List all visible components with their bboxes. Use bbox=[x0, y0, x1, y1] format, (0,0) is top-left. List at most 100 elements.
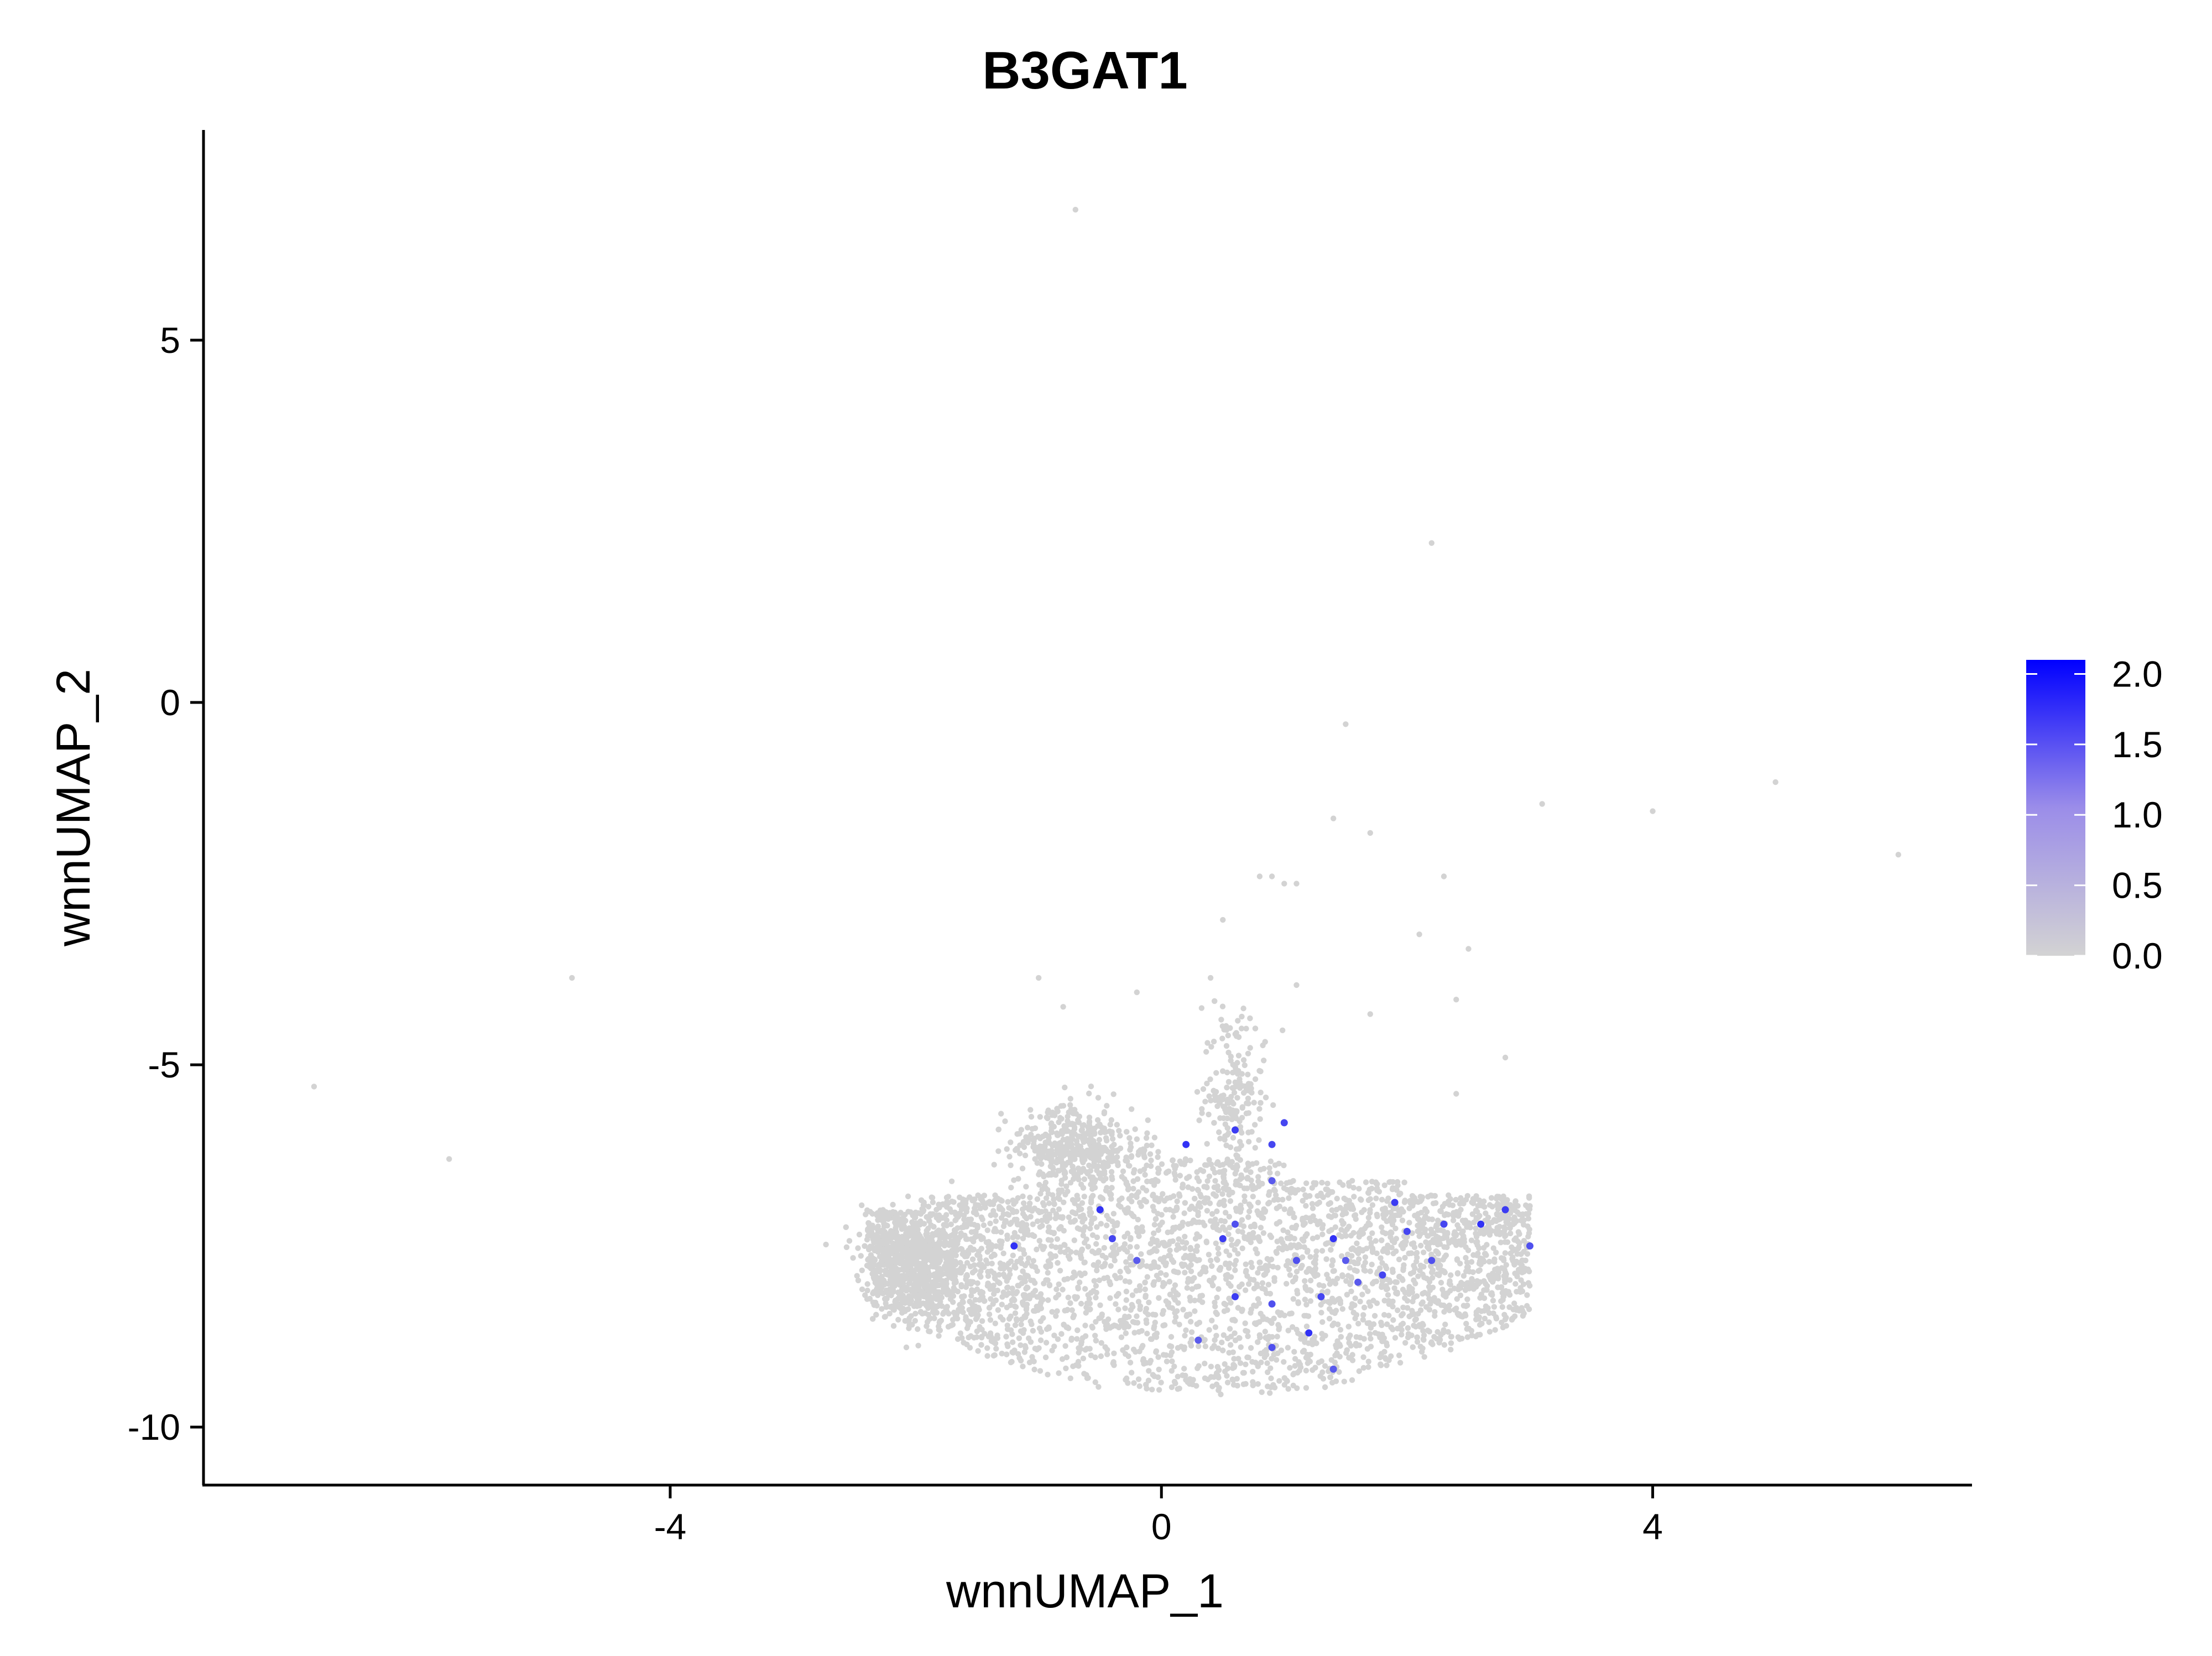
cell-point bbox=[1155, 1354, 1161, 1360]
cell-point bbox=[946, 1310, 952, 1317]
cell-point bbox=[1123, 1265, 1130, 1271]
cell-point bbox=[1232, 1247, 1238, 1253]
cell-point bbox=[1129, 1192, 1135, 1199]
cell-point bbox=[1224, 1379, 1231, 1386]
cell-point bbox=[1260, 1215, 1266, 1221]
cell-point bbox=[987, 1220, 993, 1227]
cell-point bbox=[1159, 1212, 1165, 1218]
cell-point bbox=[1101, 1244, 1108, 1251]
cell-point bbox=[1018, 1357, 1024, 1364]
cell-point bbox=[1168, 1384, 1175, 1391]
cell-point bbox=[1503, 1219, 1509, 1225]
cell-point bbox=[1250, 1230, 1256, 1236]
cell-point bbox=[1207, 1218, 1214, 1224]
cell-point bbox=[974, 1233, 980, 1240]
cell-point bbox=[1325, 1275, 1332, 1282]
cell-point bbox=[1155, 1149, 1161, 1155]
cell-point bbox=[1367, 1303, 1374, 1309]
cell-point bbox=[1333, 1345, 1339, 1351]
cell-point bbox=[994, 1287, 1001, 1294]
cell-point bbox=[1192, 1218, 1198, 1225]
cell-point bbox=[1412, 1265, 1418, 1272]
cell-point bbox=[1486, 1202, 1493, 1208]
cell-point bbox=[1314, 1221, 1321, 1227]
cell-point bbox=[1399, 1275, 1405, 1282]
cell-point bbox=[915, 1231, 922, 1237]
cell-point bbox=[1233, 1115, 1239, 1122]
cell-point bbox=[1239, 1229, 1245, 1235]
cell-point bbox=[969, 1305, 975, 1311]
cell-point bbox=[984, 1261, 990, 1267]
cell-point bbox=[1343, 1278, 1349, 1284]
cell-point bbox=[1329, 1309, 1335, 1315]
cell-point bbox=[1390, 1185, 1396, 1191]
cell-point bbox=[1098, 1221, 1104, 1227]
cell-point bbox=[1481, 1230, 1488, 1236]
cell-point bbox=[1378, 1351, 1385, 1357]
cell-point bbox=[1267, 1170, 1273, 1176]
cell-point bbox=[924, 1227, 930, 1234]
cell-point bbox=[1500, 1256, 1507, 1262]
cell-point bbox=[1416, 1322, 1422, 1328]
cell-point bbox=[1004, 1304, 1010, 1310]
cell-point bbox=[1511, 1300, 1517, 1306]
cell-point bbox=[1343, 1203, 1349, 1209]
cell-point bbox=[1269, 1356, 1275, 1362]
cell-point bbox=[1448, 1272, 1454, 1278]
cell-point bbox=[1386, 1357, 1392, 1363]
cell-point bbox=[1175, 1300, 1181, 1306]
cell-point bbox=[1229, 1317, 1235, 1323]
cell-point bbox=[1469, 1332, 1475, 1339]
cell-point bbox=[1274, 1250, 1280, 1256]
cell-point bbox=[1369, 1280, 1376, 1287]
cell-point bbox=[1358, 1197, 1364, 1203]
cell-point bbox=[1232, 1337, 1239, 1343]
cell-point bbox=[929, 1195, 936, 1201]
cell-point bbox=[1276, 1378, 1282, 1384]
cell-point bbox=[1367, 1196, 1373, 1202]
cell-point bbox=[1187, 1246, 1193, 1252]
cell-point bbox=[1178, 1261, 1185, 1267]
cell-point bbox=[1067, 1102, 1073, 1108]
cell-point bbox=[1411, 1277, 1417, 1283]
cell-point bbox=[1371, 1313, 1378, 1319]
cell-point bbox=[1516, 1244, 1522, 1250]
cell-point bbox=[1353, 1342, 1359, 1349]
cell-point bbox=[1147, 1357, 1154, 1364]
cell-point bbox=[990, 1339, 997, 1345]
cell-point bbox=[1223, 1276, 1229, 1282]
cell-point bbox=[1332, 1280, 1339, 1287]
cell-point bbox=[875, 1292, 881, 1298]
cell-point bbox=[1476, 1261, 1483, 1267]
cell-point bbox=[1356, 1186, 1362, 1192]
cell-point bbox=[1101, 1109, 1108, 1115]
cell-point bbox=[1048, 1243, 1055, 1249]
cell-point bbox=[1182, 1332, 1188, 1339]
cell-point bbox=[1128, 1211, 1134, 1217]
cell-point bbox=[1152, 1319, 1158, 1326]
cell-point bbox=[1123, 1330, 1129, 1336]
cell-point bbox=[1088, 1084, 1094, 1090]
cell-point bbox=[1134, 1313, 1140, 1319]
cell-point bbox=[1262, 1095, 1269, 1101]
cell-point bbox=[978, 1214, 985, 1220]
cell-point bbox=[1313, 1253, 1319, 1259]
cell-point bbox=[1042, 1179, 1049, 1186]
cell-point bbox=[1256, 1210, 1262, 1217]
cell-point bbox=[952, 1229, 958, 1236]
cell-point bbox=[1012, 1322, 1019, 1329]
cell-point bbox=[998, 1229, 1004, 1235]
cell-point bbox=[1089, 1186, 1095, 1192]
cell-point bbox=[968, 1216, 974, 1222]
cell-point bbox=[1097, 1175, 1104, 1181]
cell-point bbox=[1386, 1301, 1392, 1307]
cell-point bbox=[1373, 1195, 1379, 1201]
cell-point bbox=[1516, 1231, 1522, 1237]
cell-point bbox=[1150, 1311, 1156, 1317]
cell-point bbox=[1526, 1195, 1532, 1201]
cell-point bbox=[931, 1310, 937, 1316]
cell-point bbox=[980, 1222, 987, 1228]
cell-point bbox=[1020, 1268, 1026, 1274]
cell-point bbox=[1240, 1006, 1246, 1012]
cell-point bbox=[1281, 1359, 1287, 1365]
